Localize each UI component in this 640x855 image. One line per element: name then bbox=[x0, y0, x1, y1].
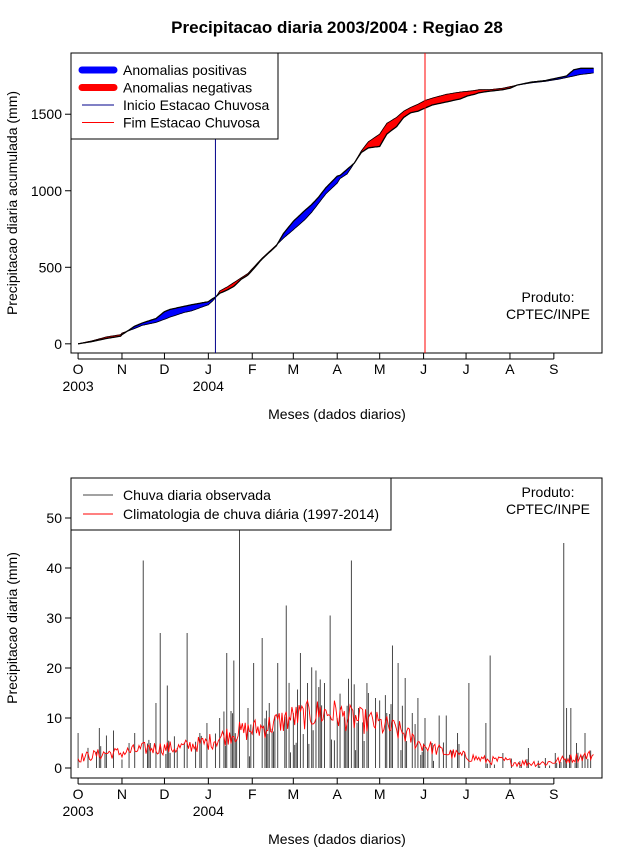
bottom-y-tick-label: 40 bbox=[46, 560, 62, 576]
bottom-y-tick-label: 50 bbox=[46, 510, 62, 526]
top-y-tick-label: 1000 bbox=[31, 183, 62, 199]
bottom-y-tick-label: 0 bbox=[54, 760, 62, 776]
bottom-legend-box bbox=[71, 478, 391, 530]
bottom-x-tick-label: D bbox=[159, 786, 169, 802]
top-legend: Anomalias positivas Anomalias negativasIn… bbox=[71, 53, 278, 139]
bottom-x-tick-label: J bbox=[463, 786, 470, 802]
climatology-daily-line bbox=[78, 701, 593, 767]
top-x-axis-label: Meses (dados diarios) bbox=[268, 406, 406, 422]
top-panel: Precipitacao diaria acumulada (mm) Meses… bbox=[4, 53, 602, 422]
top-x-tick-label: M bbox=[374, 361, 386, 377]
positive-anomaly-area bbox=[592, 68, 593, 73]
bottom-product-label: Produto: bbox=[522, 484, 575, 500]
bottom-x-tick-label: M bbox=[287, 786, 299, 802]
bottom-x-axis: O N D J F M A M J J A S 2003 2004 bbox=[63, 778, 559, 819]
top-legend-label: Anomalias positivas bbox=[123, 62, 247, 78]
bottom-legend: Chuva diaria observada Climatologia de ch… bbox=[71, 478, 391, 530]
top-y-axis-label: Precipitacao diaria acumulada (mm) bbox=[4, 91, 20, 315]
bottom-x-tick-label: M bbox=[374, 786, 386, 802]
bottom-legend-label: Climatologia de chuva diária (1997-2014) bbox=[123, 506, 379, 522]
top-x-tick-label: O bbox=[73, 361, 84, 377]
bottom-product-source: CPTEC/INPE bbox=[506, 501, 590, 517]
bottom-x-tick-label: A bbox=[333, 786, 343, 802]
top-year-label: 2003 bbox=[63, 378, 94, 394]
top-x-tick-label: J bbox=[420, 361, 427, 377]
top-x-tick-label: A bbox=[333, 361, 343, 377]
bottom-x-tick-label: F bbox=[248, 786, 257, 802]
bottom-y-axis: 0 10 20 30 40 50 bbox=[46, 510, 71, 776]
bottom-panel: Precipitacao diaria (mm) Meses (dados di… bbox=[4, 478, 602, 847]
top-x-tick-label: M bbox=[287, 361, 299, 377]
bottom-x-tick-label: N bbox=[117, 786, 127, 802]
top-product-source: CPTEC/INPE bbox=[506, 306, 590, 322]
top-y-tick-label: 1500 bbox=[31, 106, 62, 122]
top-x-tick-label: N bbox=[117, 361, 127, 377]
top-legend-label: Anomalias negativas bbox=[123, 80, 252, 96]
top-x-tick-label: D bbox=[159, 361, 169, 377]
bottom-x-tick-label: S bbox=[549, 786, 558, 802]
bottom-y-tick-label: 10 bbox=[46, 710, 62, 726]
bottom-x-axis-label: Meses (dados diarios) bbox=[268, 831, 406, 847]
bottom-year-label: 2003 bbox=[63, 803, 94, 819]
top-x-tick-label: J bbox=[205, 361, 212, 377]
top-x-tick-label: J bbox=[463, 361, 470, 377]
top-x-tick-label: A bbox=[505, 361, 515, 377]
top-legend-label: Fim Estacao Chuvosa bbox=[123, 115, 260, 131]
top-product-label: Produto: bbox=[522, 289, 575, 305]
top-y-tick-label: 500 bbox=[39, 259, 63, 275]
bottom-x-tick-label: J bbox=[205, 786, 212, 802]
bottom-x-tick-label: A bbox=[505, 786, 515, 802]
top-x-axis: O N D J F M A M J J A S 2003 2004 bbox=[63, 353, 559, 394]
bottom-legend-label: Chuva diaria observada bbox=[123, 487, 271, 503]
bottom-year-label: 2004 bbox=[193, 803, 224, 819]
top-x-tick-label: F bbox=[248, 361, 257, 377]
bottom-y-tick-label: 30 bbox=[46, 610, 62, 626]
bottom-climatology-line bbox=[78, 701, 593, 767]
bottom-x-tick-label: O bbox=[73, 786, 84, 802]
bottom-y-tick-label: 20 bbox=[46, 660, 62, 676]
top-y-axis: 0 500 1000 1500 bbox=[31, 106, 71, 352]
top-year-label: 2004 bbox=[193, 378, 224, 394]
bottom-y-axis-label: Precipitacao diaria (mm) bbox=[4, 552, 20, 704]
top-y-tick-label: 0 bbox=[54, 336, 62, 352]
top-legend-label: Inicio Estacao Chuvosa bbox=[123, 97, 270, 113]
top-x-tick-label: S bbox=[549, 361, 558, 377]
chart-title: Precipitacao diaria 2003/2004 : Regiao 2… bbox=[171, 18, 503, 37]
bottom-x-tick-label: J bbox=[420, 786, 427, 802]
bottom-rain-bars bbox=[78, 528, 591, 768]
